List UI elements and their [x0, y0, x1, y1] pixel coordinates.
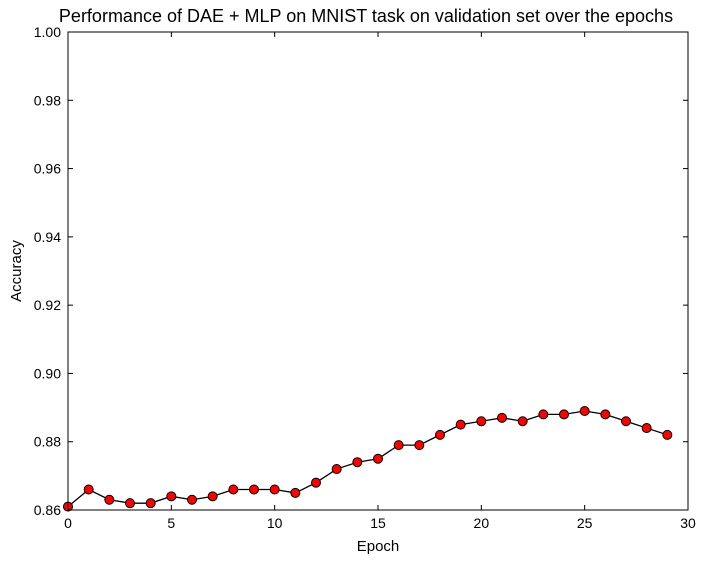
data-point: [269, 484, 280, 495]
y-tick-label: 0.92: [34, 297, 61, 313]
x-tick-label: 5: [167, 515, 175, 531]
data-point: [393, 440, 404, 451]
data-point: [104, 494, 115, 505]
data-point: [207, 491, 218, 502]
data-point: [455, 419, 466, 430]
x-tick-label: 25: [577, 515, 593, 531]
data-point: [579, 405, 590, 416]
data-point: [600, 409, 611, 420]
data-point: [641, 423, 652, 434]
y-tick-label: 0.98: [34, 92, 61, 108]
y-tick-label: 0.94: [34, 229, 61, 245]
x-tick-label: 0: [64, 515, 72, 531]
data-point: [249, 484, 259, 495]
x-axis-label: Epoch: [357, 538, 400, 555]
data-points: [63, 405, 673, 512]
data-point: [559, 409, 569, 420]
y-tick-label: 1.00: [34, 24, 61, 40]
x-tick-label: 15: [370, 515, 386, 531]
plot-area-frame: [67, 31, 689, 511]
data-point: [145, 498, 156, 509]
data-point: [125, 498, 135, 509]
chart-title: Performance of DAE + MLP on MNIST task o…: [59, 6, 673, 26]
data-point: [414, 440, 425, 451]
y-tick-label: 0.96: [34, 161, 61, 177]
data-point: [352, 457, 363, 468]
data-point: [187, 494, 197, 505]
x-tick-label: 20: [474, 515, 490, 531]
axis-ticks: 0 5 10 15 20 25 30 0.86 0.88 0.90 0.92 0.94 0.96 0.98…: [34, 24, 696, 531]
data-point: [517, 416, 528, 427]
data-point: [83, 484, 94, 495]
data-point: [538, 409, 549, 420]
x-tick-label: 30: [680, 515, 696, 531]
data-point: [662, 429, 673, 440]
data-point: [311, 477, 321, 488]
data-point: [373, 453, 383, 464]
series-line-group: [67, 410, 668, 508]
data-point: [290, 487, 301, 498]
data-point: [435, 429, 445, 440]
data-point: [228, 484, 239, 495]
y-axis-label: Accuracy: [8, 240, 25, 302]
y-tick-label: 0.86: [34, 502, 61, 518]
series-line: [67, 410, 668, 508]
data-point: [166, 491, 177, 502]
x-tick-label: 10: [267, 515, 283, 531]
data-point: [331, 464, 342, 475]
y-tick-label: 0.90: [34, 365, 61, 381]
data-point: [476, 416, 487, 427]
data-point: [621, 416, 631, 427]
y-tick-label: 0.88: [34, 434, 61, 450]
data-point: [497, 412, 507, 423]
